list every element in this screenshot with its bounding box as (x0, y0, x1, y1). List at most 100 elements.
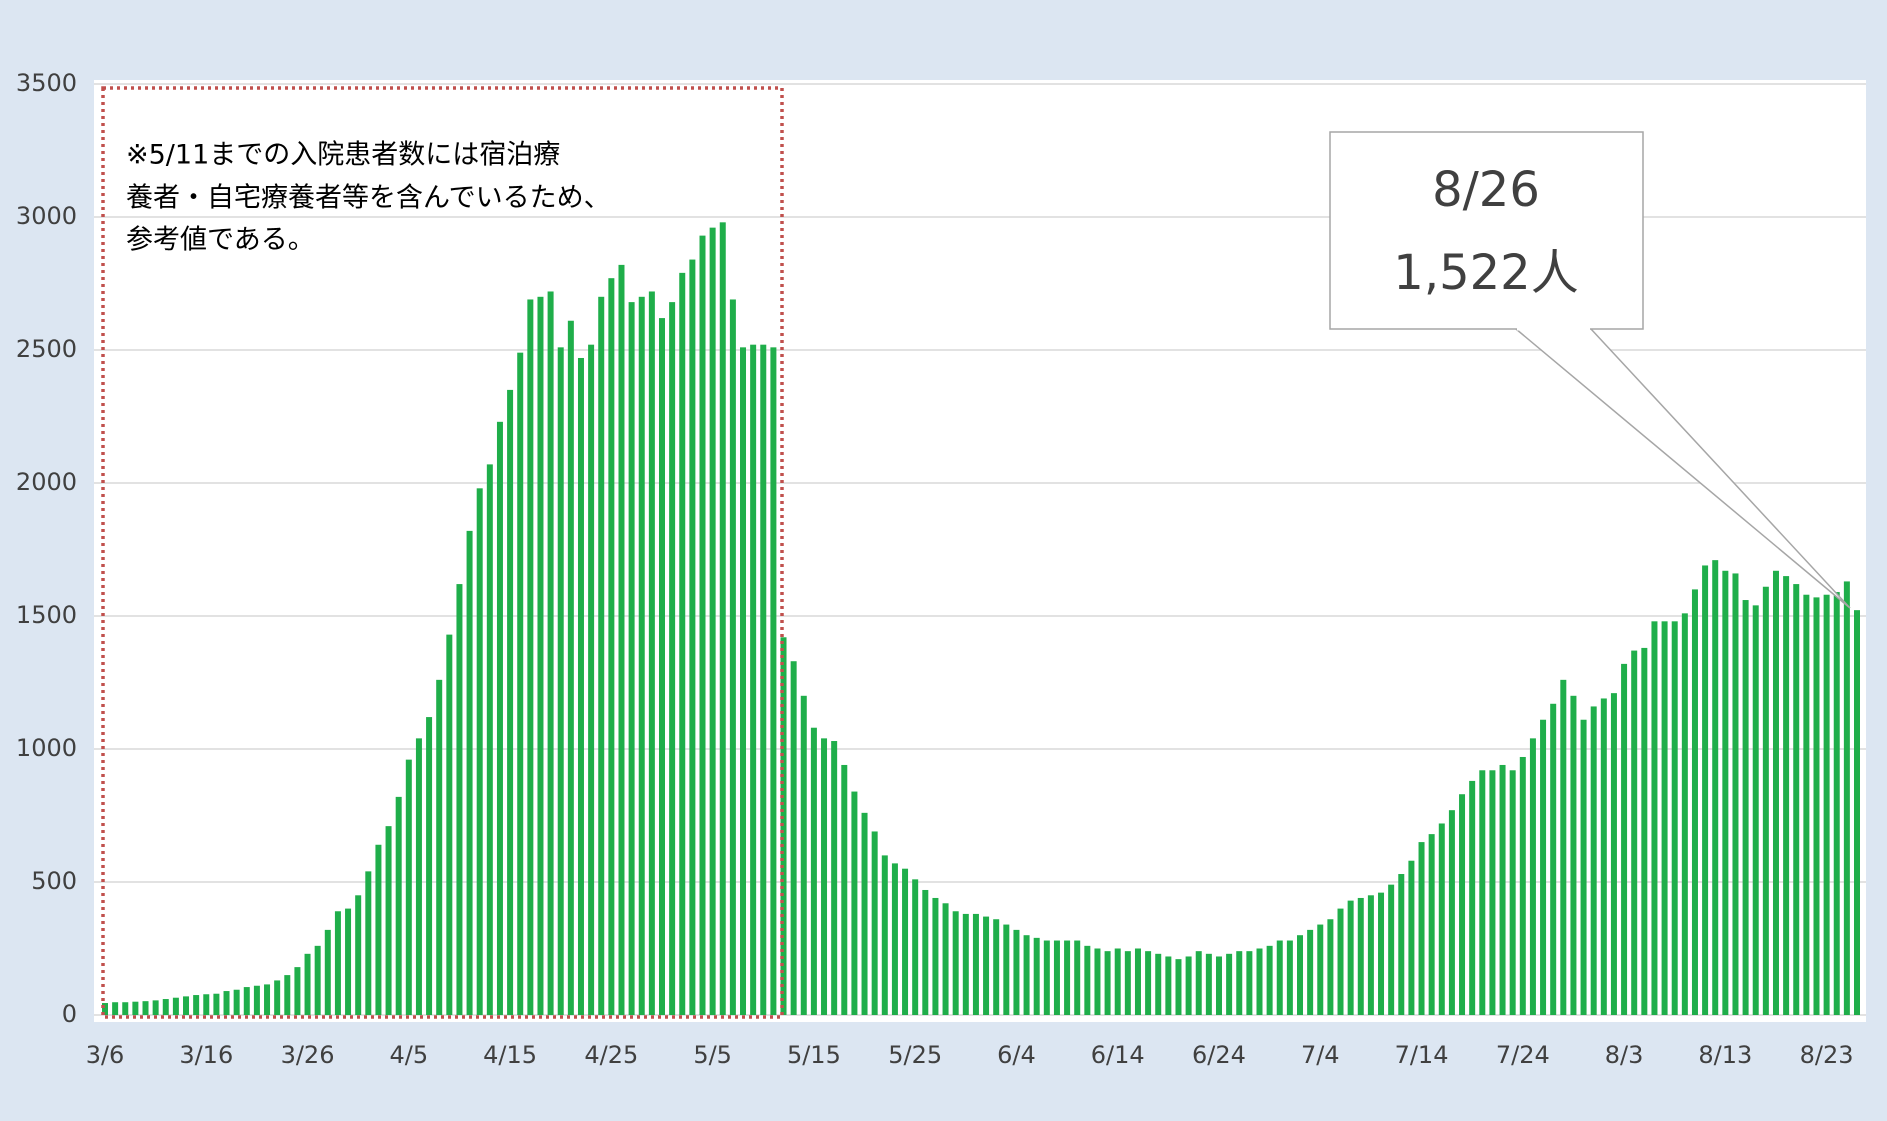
bar (1297, 935, 1304, 1015)
bar (1043, 940, 1050, 1015)
bar (1499, 764, 1506, 1015)
bar (1388, 884, 1395, 1015)
bar (709, 227, 716, 1015)
bar (1428, 834, 1435, 1015)
bar (952, 911, 959, 1015)
bar (1378, 892, 1385, 1015)
bar (1215, 956, 1222, 1015)
bar (1124, 951, 1131, 1015)
note-line: 養者・自宅療養者等を含んでいるため、 (126, 183, 611, 214)
bar (1053, 940, 1060, 1015)
bar (983, 916, 990, 1015)
bar (1134, 948, 1141, 1015)
bar (1003, 924, 1010, 1015)
bar (1641, 647, 1648, 1015)
bar (405, 759, 412, 1015)
bar (1145, 951, 1152, 1015)
x-tick-label: 3/6 (86, 1041, 125, 1069)
bar (912, 879, 919, 1015)
callout-date: 8/26 (1432, 162, 1540, 218)
bar (1114, 948, 1121, 1015)
bar (891, 863, 898, 1015)
bar (699, 235, 706, 1015)
x-tick-label: 7/24 (1496, 1041, 1550, 1069)
bar (547, 291, 554, 1016)
bar (790, 661, 797, 1015)
y-tick-label: 500 (31, 867, 77, 895)
bar (1327, 919, 1334, 1015)
bar (1033, 937, 1040, 1015)
bar (1691, 589, 1698, 1015)
bar (527, 299, 534, 1016)
y-tick-label: 1500 (16, 601, 77, 629)
bar (1813, 597, 1820, 1015)
bar (213, 993, 220, 1015)
bar (1854, 610, 1860, 1015)
bar (1803, 594, 1810, 1015)
bar (294, 967, 301, 1015)
bar (669, 302, 676, 1015)
bar (1408, 860, 1415, 1015)
bar (608, 278, 615, 1015)
bar (537, 296, 544, 1015)
bar (1722, 570, 1729, 1015)
bar (1459, 794, 1466, 1015)
bar (962, 913, 969, 1015)
bar (1580, 719, 1587, 1015)
bar (1742, 600, 1749, 1015)
callout-value: 1,522人 (1393, 245, 1578, 301)
bar (1104, 951, 1111, 1015)
bar (1398, 874, 1405, 1015)
bar (324, 929, 331, 1015)
bar (1783, 576, 1790, 1015)
y-tick-label: 2500 (16, 335, 77, 363)
bar (1631, 650, 1638, 1015)
bar (689, 259, 696, 1015)
bar (365, 871, 372, 1015)
bar (1681, 613, 1688, 1015)
bar (1833, 592, 1840, 1015)
bar (426, 717, 433, 1015)
x-tick-label: 3/16 (179, 1041, 233, 1069)
bar (1661, 621, 1668, 1015)
bar (162, 999, 169, 1015)
y-tick-label: 1000 (16, 734, 77, 762)
bar (1529, 738, 1536, 1015)
bar (1823, 594, 1830, 1015)
bar (618, 264, 625, 1015)
bar (1570, 695, 1577, 1015)
bar (264, 984, 271, 1015)
bar (243, 987, 250, 1015)
x-tick-label: 8/13 (1698, 1041, 1752, 1069)
bar (1074, 940, 1081, 1015)
note-line: 参考値である。 (126, 225, 315, 256)
bar (517, 352, 524, 1015)
bar (1469, 780, 1476, 1015)
bar (1732, 573, 1739, 1015)
bar (993, 919, 1000, 1015)
bar (1671, 621, 1678, 1015)
bar (1286, 940, 1293, 1015)
bar (395, 796, 402, 1015)
x-tick-label: 7/4 (1301, 1041, 1340, 1069)
y-tick-label: 2000 (16, 468, 77, 496)
bar (102, 1003, 108, 1015)
bar (1226, 953, 1233, 1015)
bar (1175, 959, 1182, 1015)
bar (486, 464, 493, 1015)
bar (658, 318, 665, 1016)
bar (314, 945, 321, 1015)
bar (507, 389, 514, 1015)
bar (152, 1000, 159, 1015)
bar (1651, 621, 1658, 1015)
bar (861, 812, 868, 1015)
bar (780, 637, 787, 1015)
bar (588, 344, 595, 1015)
bar (871, 831, 878, 1015)
x-tick-label: 4/25 (584, 1041, 638, 1069)
bar (112, 1002, 119, 1015)
bar (1064, 940, 1071, 1015)
x-tick-label: 4/5 (390, 1041, 429, 1069)
bar (1256, 948, 1263, 1015)
bar (304, 953, 311, 1015)
